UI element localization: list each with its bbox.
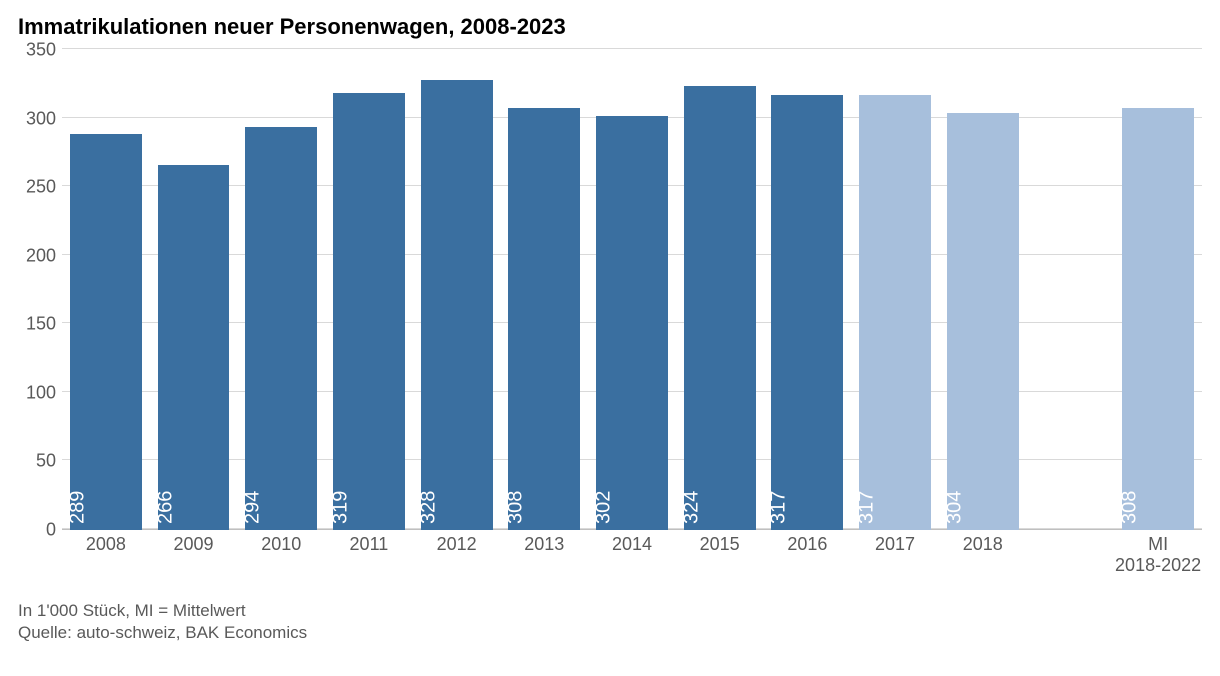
bar: 317	[771, 95, 843, 530]
x-tick-label: 2009	[150, 530, 238, 590]
bar: 304	[947, 113, 1019, 530]
bar: 328	[421, 80, 493, 530]
x-tick-label: 2018	[939, 530, 1027, 590]
x-tick-label: 2017	[851, 530, 939, 590]
y-tick-label: 350	[18, 40, 56, 61]
bar-slot: 294	[237, 50, 325, 530]
x-tick-label: 2013	[500, 530, 588, 590]
x-tick-label: 2012	[413, 530, 501, 590]
x-axis-labels: 2008200920102011201220132014201520162017…	[62, 530, 1202, 590]
bar-value-label: 294	[242, 491, 265, 524]
x-tick-label: 2008	[62, 530, 150, 590]
bar-slot: 302	[588, 50, 676, 530]
bar-value-label: 304	[943, 491, 966, 524]
bar: 266	[158, 165, 230, 530]
bar-value-label: 319	[329, 491, 352, 524]
bar-value-label: 302	[592, 491, 615, 524]
bars-container: 289266294319328308302324317317304308	[62, 50, 1202, 530]
grid-line	[62, 48, 1202, 49]
bar-slot: 266	[150, 50, 238, 530]
plot: 289266294319328308302324317317304308 200…	[62, 50, 1202, 590]
x-tick-label: 2014	[588, 530, 676, 590]
bar: 317	[859, 95, 931, 530]
bar-value-label: 317	[855, 491, 878, 524]
bar-value-label: 289	[66, 491, 89, 524]
bar-slot: 324	[676, 50, 764, 530]
bar-value-label: 317	[768, 491, 791, 524]
y-tick-label: 300	[18, 108, 56, 129]
y-tick-label: 150	[18, 314, 56, 335]
chart-page: Immatrikulationen neuer Personenwagen, 2…	[0, 0, 1220, 676]
y-tick-label: 0	[18, 520, 56, 541]
x-tick-label: 2015	[676, 530, 764, 590]
footer-line-2: Quelle: auto-schweiz, BAK Economics	[18, 622, 1202, 644]
chart-area: 050100150200250300350 289266294319328308…	[18, 50, 1202, 590]
y-axis: 050100150200250300350	[18, 50, 62, 590]
bar-slot: 308	[1114, 50, 1202, 530]
x-tick-label: 2016	[764, 530, 852, 590]
bar-value-label: 308	[505, 491, 528, 524]
bar-slot: 328	[413, 50, 501, 530]
bar: 308	[508, 108, 580, 530]
bar-value-label: 324	[680, 491, 703, 524]
bar-slot: 317	[764, 50, 852, 530]
bar-slot: 319	[325, 50, 413, 530]
bar: 302	[596, 116, 668, 530]
bar: 289	[70, 134, 142, 530]
bar-value-label: 266	[154, 491, 177, 524]
bar: 294	[245, 127, 317, 530]
bar: 319	[333, 93, 405, 530]
bar-slot	[1027, 50, 1115, 530]
y-tick-label: 50	[18, 451, 56, 472]
y-tick-label: 250	[18, 177, 56, 198]
footer-line-1: In 1'000 Stück, MI = Mittelwert	[18, 600, 1202, 622]
x-tick-label	[1027, 530, 1115, 590]
bar-value-label: 328	[417, 491, 440, 524]
x-tick-label: 2010	[237, 530, 325, 590]
y-tick-label: 200	[18, 245, 56, 266]
bar: 308	[1122, 108, 1194, 530]
x-tick-label: 2011	[325, 530, 413, 590]
bar-slot: 317	[851, 50, 939, 530]
bar-slot: 289	[62, 50, 150, 530]
chart-title: Immatrikulationen neuer Personenwagen, 2…	[18, 14, 1202, 40]
x-tick-label: MI2018-2022	[1114, 530, 1202, 590]
bar-slot: 304	[939, 50, 1027, 530]
bar: 324	[684, 86, 756, 530]
y-tick-label: 100	[18, 382, 56, 403]
chart-footer: In 1'000 Stück, MI = Mittelwert Quelle: …	[18, 600, 1202, 644]
bar-slot: 308	[500, 50, 588, 530]
bar-value-label: 308	[1118, 491, 1141, 524]
